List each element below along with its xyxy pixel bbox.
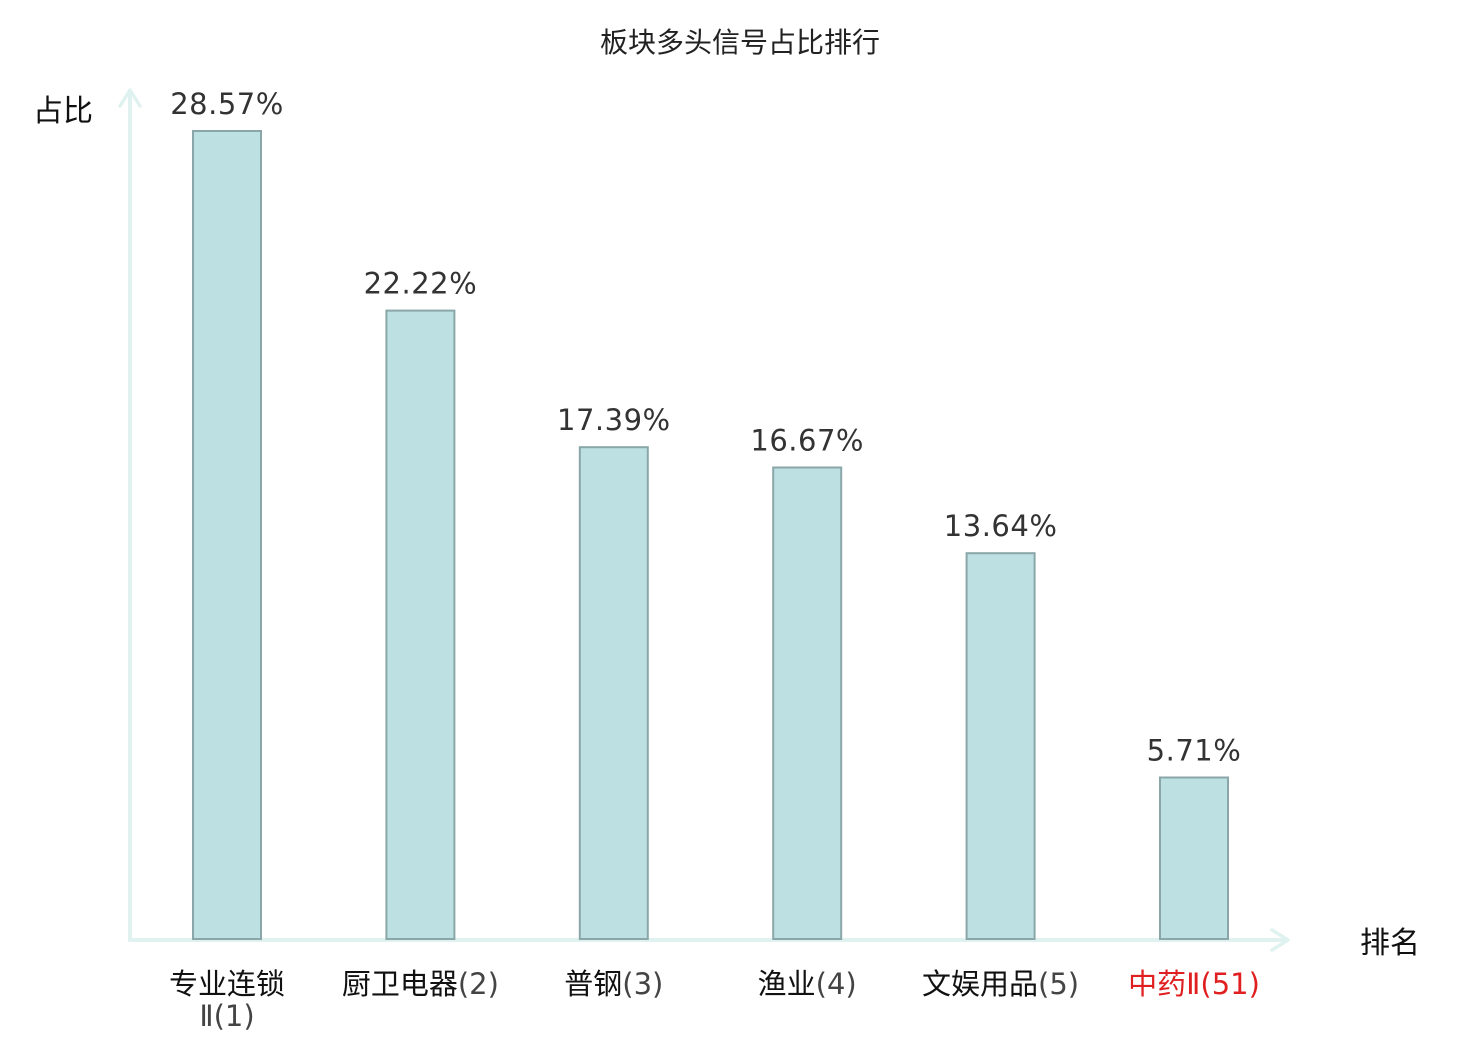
value-label-4: 16.67%: [750, 424, 864, 458]
bars: [192, 130, 1229, 941]
x-tick-label-4: 渔业(4): [758, 967, 857, 1001]
value-label-3: 17.39%: [557, 403, 671, 437]
x-tick-labels: 专业连锁 Ⅱ(1) 厨卫电器(2) 普钢(3) 渔业(4) 文娱用品(5) 中药Ⅱ(51): [169, 967, 1260, 1033]
value-label-5: 13.64%: [944, 509, 1058, 543]
bar-6: [1159, 776, 1229, 940]
value-label-1: 28.57%: [170, 87, 284, 121]
x-tick-label-5: 文娱用品(5): [922, 967, 1079, 1001]
axes: [118, 88, 1290, 952]
x-axis-label: 排名: [1360, 926, 1420, 961]
bar-3: [578, 446, 649, 940]
value-label-2: 22.22%: [364, 267, 478, 301]
value-label-6: 5.71%: [1147, 734, 1242, 768]
x-tick-label-3: 普钢(3): [564, 967, 663, 1001]
x-tick-label-6: 中药Ⅱ(51): [1128, 967, 1260, 1001]
y-axis-label: 占比: [33, 94, 93, 129]
bar-5: [965, 552, 1036, 940]
x-tick-label-2: 厨卫电器(2): [342, 967, 499, 1001]
bar-2: [385, 309, 456, 941]
value-labels: 28.57% 22.22% 17.39% 16.67% 13.64% 5.71%: [170, 87, 1241, 768]
x-axis-arrow: [1270, 928, 1290, 952]
bar-4: [772, 466, 843, 940]
x-tick-label-1: 专业连锁 Ⅱ(1): [169, 967, 285, 1033]
chart-title: 板块多头信号占比排行: [600, 26, 880, 59]
y-axis-arrow: [118, 88, 142, 108]
bar-1: [192, 130, 262, 940]
